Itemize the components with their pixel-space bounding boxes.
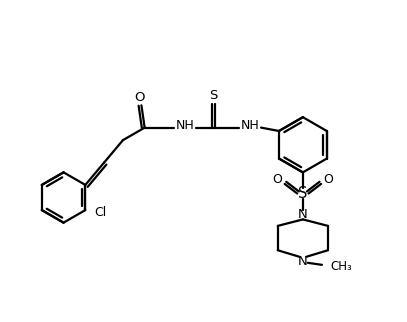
Text: Cl: Cl <box>95 206 107 219</box>
Text: N: N <box>298 208 308 221</box>
Text: S: S <box>209 89 217 102</box>
Text: NH: NH <box>176 119 195 132</box>
Text: O: O <box>272 173 282 186</box>
Text: N: N <box>298 255 308 268</box>
Text: S: S <box>298 186 308 201</box>
Text: NH: NH <box>241 119 260 132</box>
Text: O: O <box>134 91 144 104</box>
Text: O: O <box>324 173 333 186</box>
Text: CH₃: CH₃ <box>330 260 352 273</box>
